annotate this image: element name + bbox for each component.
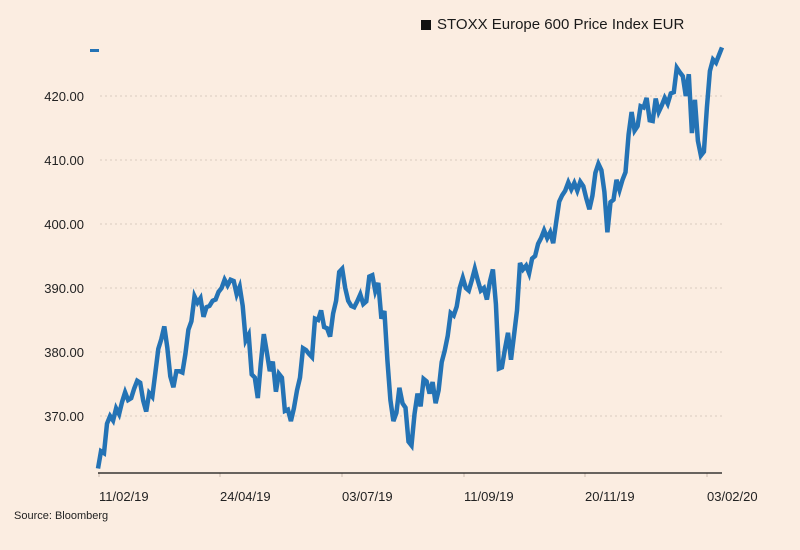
y-axis: 370.00 380.00 390.00 400.00 410.00 420.00 [44, 89, 84, 424]
axis-marker [90, 49, 99, 52]
x-tick-label: 24/04/19 [220, 489, 271, 504]
x-tick-label: 11/02/19 [99, 489, 149, 504]
x-tick-label: 03/02/20 [707, 489, 758, 504]
x-tick-label: 20/11/19 [585, 489, 635, 504]
series-line-stoxx600 [95, 46, 725, 469]
x-axis: 11/02/19 24/04/19 03/07/19 11/09/19 20/11/19… [98, 473, 758, 504]
y-tick-label: 410.00 [44, 153, 84, 168]
x-tick-label: 11/09/19 [464, 489, 514, 504]
source-note: Source: Bloomberg [14, 510, 109, 522]
x-tick-label: 03/07/19 [342, 489, 393, 504]
legend-swatch-icon [421, 19, 431, 30]
y-tick-label: 420.00 [44, 89, 84, 104]
y-tick-label: 400.00 [44, 217, 84, 232]
legend-label: STOXX Europe 600 Price Index EUR [437, 16, 685, 33]
gridlines [100, 95, 722, 417]
legend: STOXX Europe 600 Price Index EUR [421, 16, 684, 33]
y-tick-label: 370.00 [44, 409, 84, 424]
y-tick-label: 380.00 [44, 345, 84, 360]
y-tick-label: 390.00 [44, 281, 84, 296]
